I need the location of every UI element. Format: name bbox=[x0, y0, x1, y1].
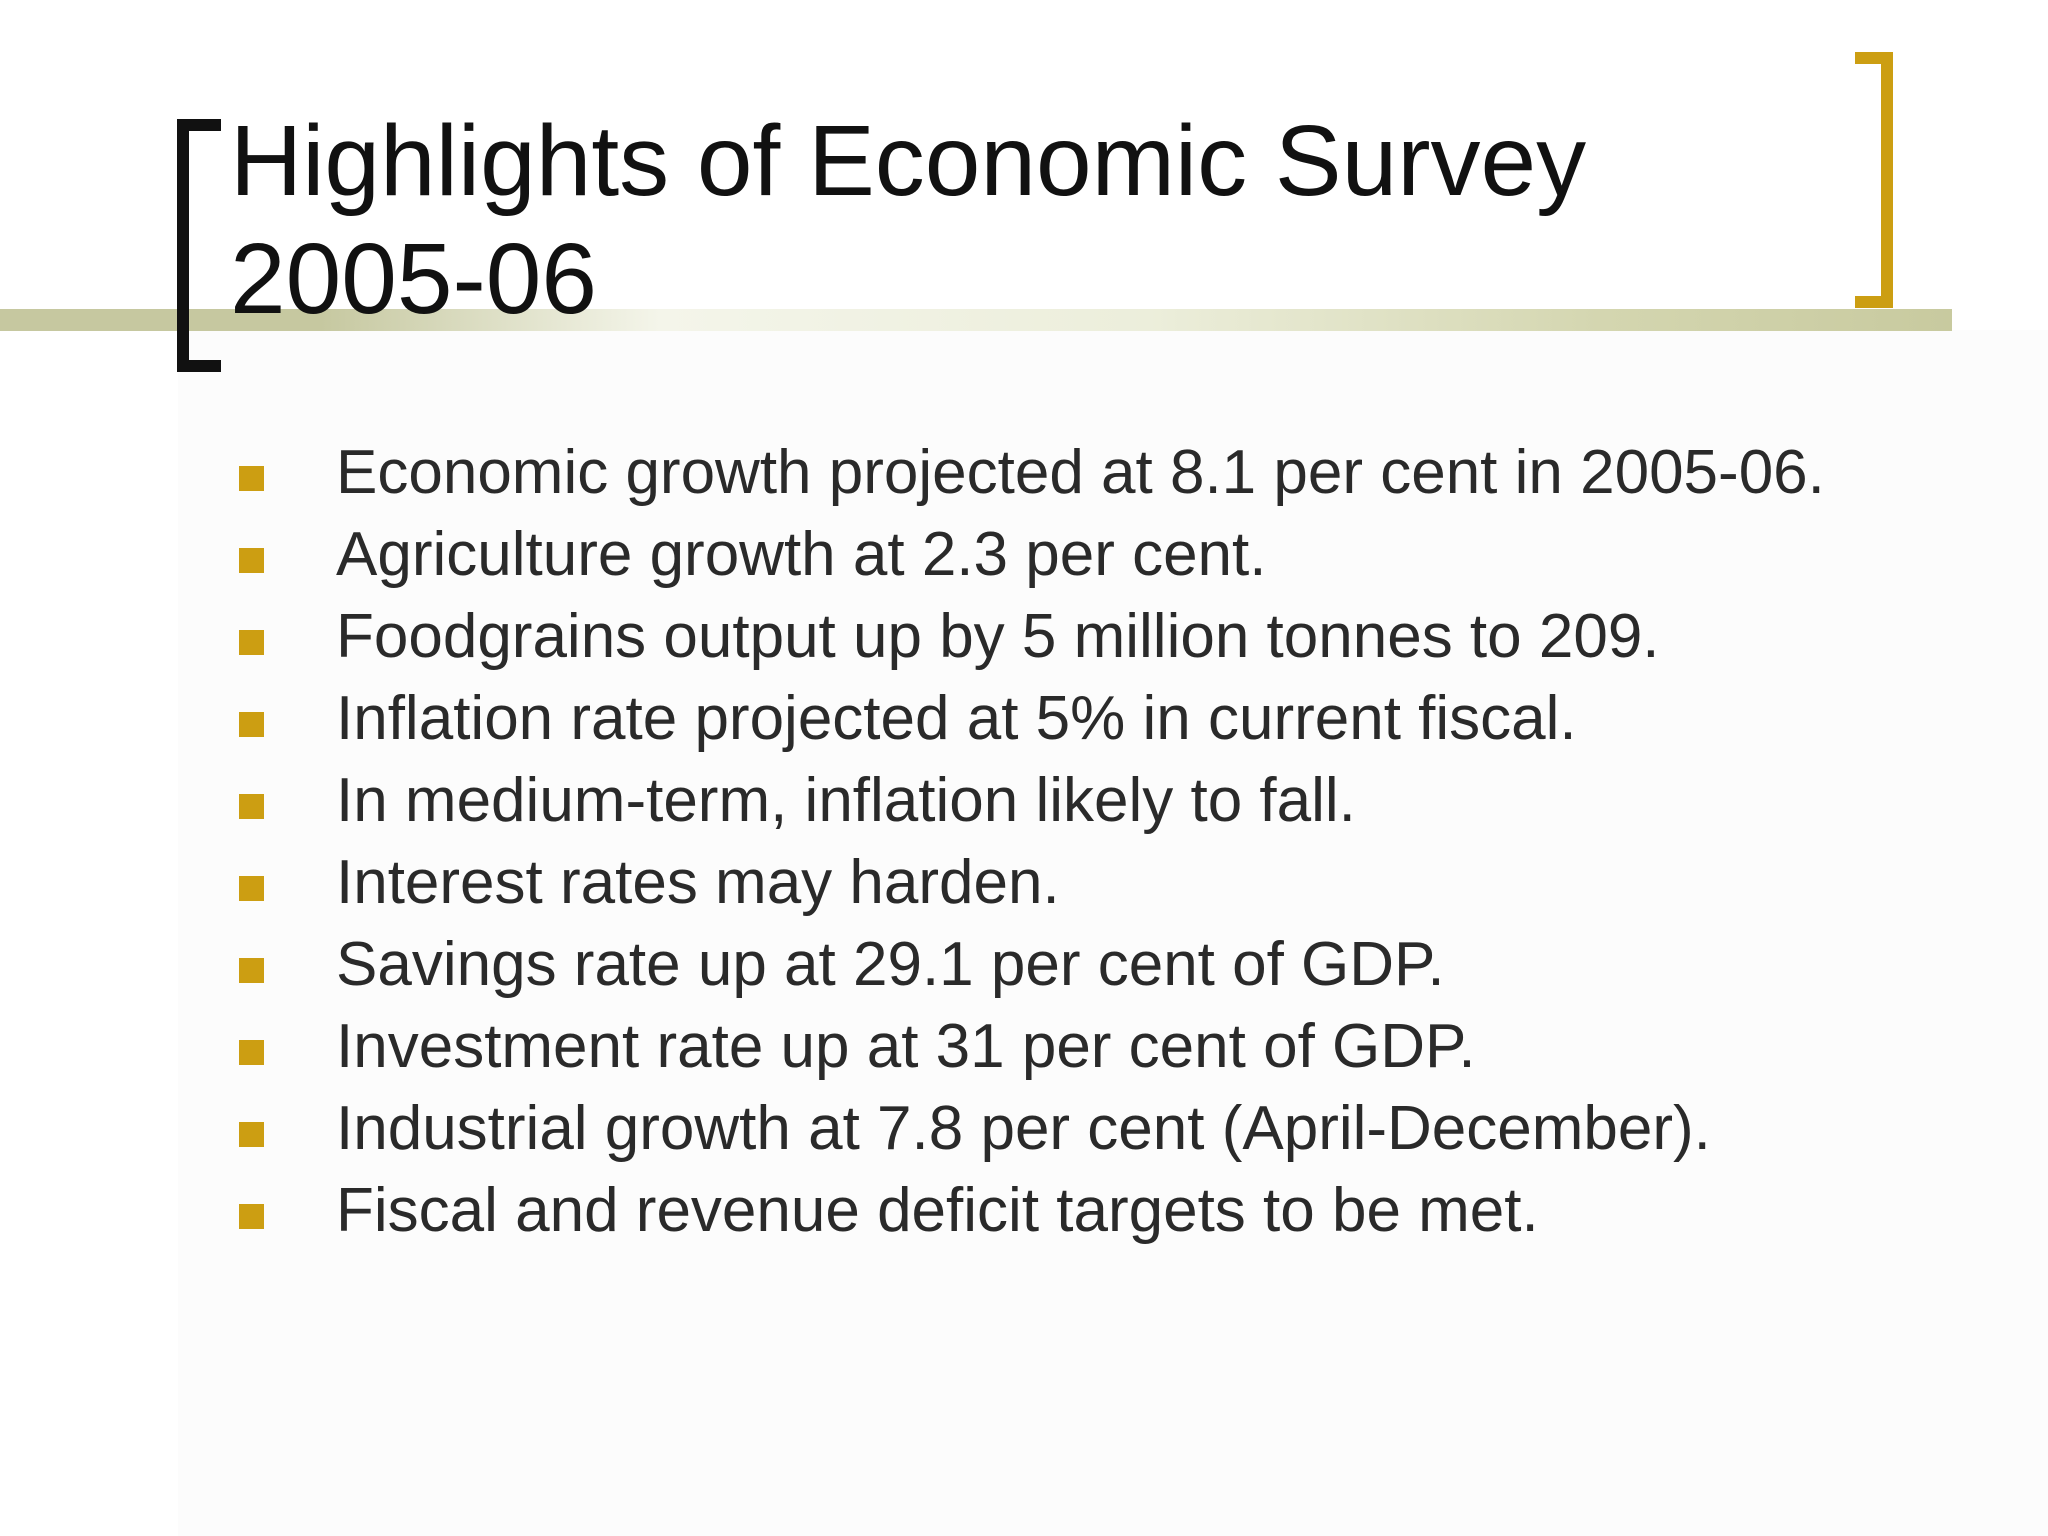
square-bullet-icon bbox=[239, 1204, 264, 1229]
bullet-item: Agriculture growth at 2.3 per cent. bbox=[236, 522, 1876, 588]
bullet-list: Economic growth projected at 8.1 per cen… bbox=[236, 440, 1876, 1260]
square-bullet-icon bbox=[239, 1040, 264, 1065]
bullet-text: Agriculture growth at 2.3 per cent. bbox=[336, 520, 1267, 589]
bullet-text: Industrial growth at 7.8 per cent (April… bbox=[336, 1094, 1711, 1163]
content-background bbox=[178, 330, 2048, 1536]
bullet-text: Foodgrains output up by 5 million tonnes… bbox=[336, 602, 1660, 671]
bullet-text: Investment rate up at 31 per cent of GDP… bbox=[336, 1012, 1476, 1081]
bullet-item: Inflation rate projected at 5% in curren… bbox=[236, 686, 1876, 752]
bullet-text: Interest rates may harden. bbox=[336, 848, 1060, 917]
slide-title: Highlights of Economic Survey 2005-06 bbox=[230, 105, 1587, 335]
bullet-text: Savings rate up at 29.1 per cent of GDP. bbox=[336, 930, 1445, 999]
bullet-item: Investment rate up at 31 per cent of GDP… bbox=[236, 1014, 1876, 1080]
bullet-text: Inflation rate projected at 5% in curren… bbox=[336, 684, 1577, 753]
bullet-item: Industrial growth at 7.8 per cent (April… bbox=[236, 1096, 1876, 1162]
square-bullet-icon bbox=[239, 466, 264, 491]
bullet-item: Interest rates may harden. bbox=[236, 850, 1876, 916]
bullet-text: Fiscal and revenue deficit targets to be… bbox=[336, 1176, 1539, 1245]
square-bullet-icon bbox=[239, 1122, 264, 1147]
square-bullet-icon bbox=[239, 630, 264, 655]
bullet-item: Foodgrains output up by 5 million tonnes… bbox=[236, 604, 1876, 670]
square-bullet-icon bbox=[239, 876, 264, 901]
square-bullet-icon bbox=[239, 712, 264, 737]
bullet-item: In medium-term, inflation likely to fall… bbox=[236, 768, 1876, 834]
bullet-item: Savings rate up at 29.1 per cent of GDP. bbox=[236, 932, 1876, 998]
square-bullet-icon bbox=[239, 958, 264, 983]
bullet-text: Economic growth projected at 8.1 per cen… bbox=[336, 438, 1825, 507]
title-divider-rule bbox=[0, 309, 1952, 331]
square-bullet-icon bbox=[239, 548, 264, 573]
bullet-item: Economic growth projected at 8.1 per cen… bbox=[236, 440, 1876, 506]
square-bullet-icon bbox=[239, 794, 264, 819]
right-bracket-decoration bbox=[1855, 52, 1893, 308]
left-bracket-decoration bbox=[177, 119, 221, 372]
bullet-item: Fiscal and revenue deficit targets to be… bbox=[236, 1178, 1876, 1244]
bullet-text: In medium-term, inflation likely to fall… bbox=[336, 766, 1356, 835]
